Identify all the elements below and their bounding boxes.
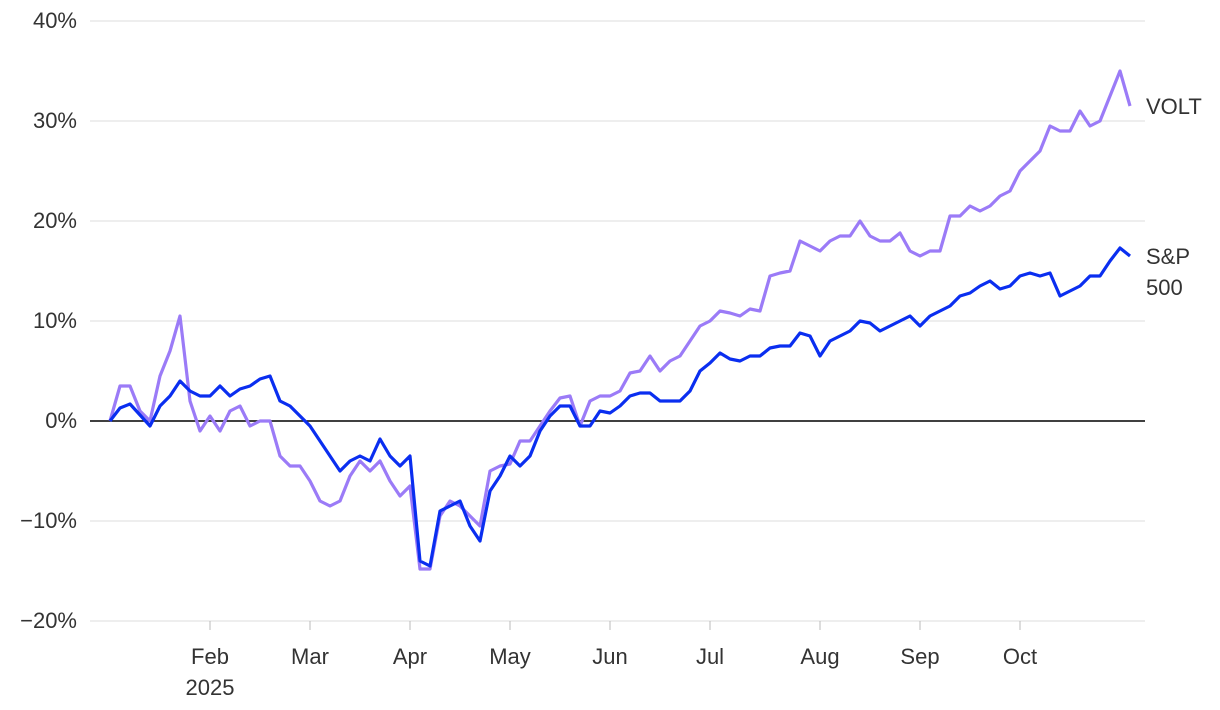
- x-tick-label: Sep: [900, 644, 940, 669]
- y-tick-label: −10%: [20, 508, 77, 533]
- y-tick-label: 40%: [32, 8, 77, 33]
- x-tick-label: Aug: [800, 644, 840, 669]
- x-tick-label: Feb 2025: [185, 644, 235, 700]
- y-tick-label: 10%: [32, 308, 77, 333]
- series-label: VOLT: [1146, 94, 1202, 119]
- x-tick-label: May: [489, 644, 531, 669]
- line: [108, 69, 1132, 571]
- series-label: S&P 500: [1146, 244, 1190, 300]
- y-tick-label: 30%: [32, 108, 77, 133]
- x-tick-label: Mar: [291, 644, 329, 669]
- y-tick-label: 0%: [45, 408, 77, 433]
- x-tick-label: Jun: [592, 644, 628, 669]
- line: [108, 246, 1131, 568]
- x-tick-label: Jul: [695, 644, 725, 669]
- y-tick-label: 20%: [32, 208, 77, 233]
- x-tick-label: Apr: [392, 644, 428, 669]
- x-tick-label: Oct: [1002, 644, 1038, 669]
- y-tick-label: −20%: [20, 608, 77, 633]
